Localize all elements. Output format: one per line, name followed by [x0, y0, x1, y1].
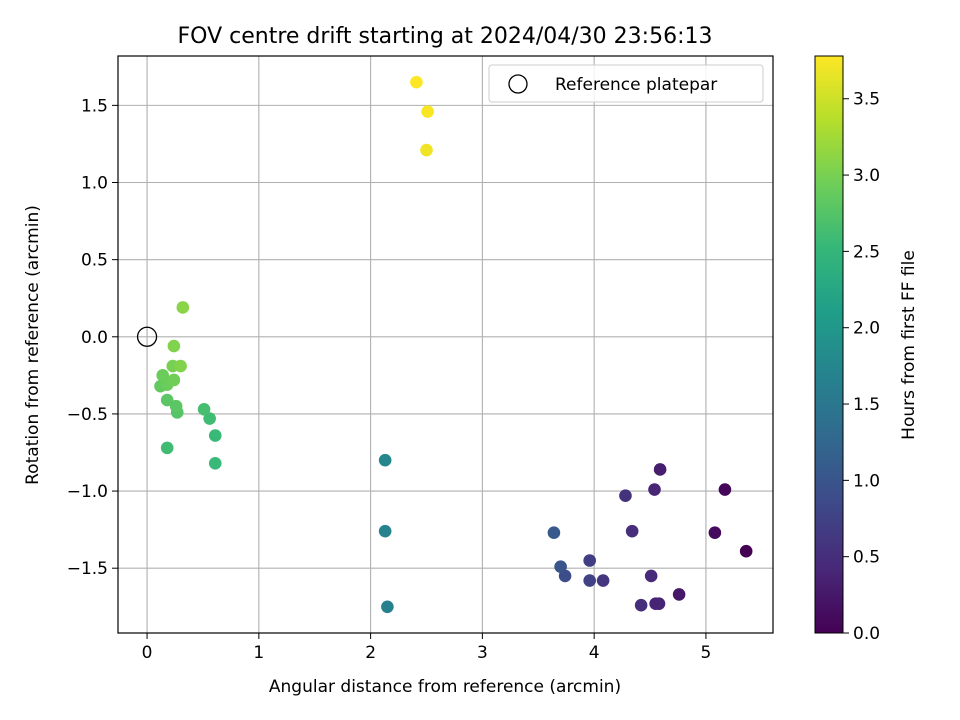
legend-label: Reference platepar [555, 75, 717, 95]
colorbar-tick-label: 3.5 [853, 90, 880, 110]
data-point [420, 143, 433, 157]
colorbar-ticks: 0.0 0.5 1.0 1.5 2.0 2.5 3.0 3.5 [843, 90, 880, 644]
y-axis: −1.5 −1.0 −0.5 0.0 0.5 1.0 1.5 [67, 96, 118, 579]
data-point [169, 399, 183, 413]
data-point [381, 600, 394, 614]
data-point [167, 339, 181, 353]
data-point [421, 105, 434, 118]
data-point [547, 526, 561, 540]
reference-marker [136, 326, 158, 347]
data-point [596, 574, 610, 587]
plot-frame [117, 55, 774, 634]
y-tick-label: 0.5 [81, 251, 108, 271]
data-point [208, 429, 222, 442]
data-point [634, 598, 648, 612]
x-tick-label: 1 [253, 643, 264, 663]
data-point [708, 526, 722, 540]
data-point [174, 359, 187, 373]
legend-box [488, 64, 764, 103]
colorbar-tick-label: 3.0 [853, 166, 880, 186]
data-point [672, 588, 686, 601]
legend: Reference platepar [488, 64, 764, 103]
x-tick-label: 5 [701, 643, 712, 663]
chart-title: FOV centre drift starting at 2024/04/30 … [178, 24, 713, 49]
data-point [160, 393, 174, 407]
y-tick-label: −0.5 [67, 405, 108, 425]
data-point [648, 483, 661, 496]
x-axis: 0 1 2 3 4 5 [142, 633, 712, 663]
y-tick-label: −1.5 [67, 559, 108, 579]
data-point [554, 560, 567, 573]
data-point [160, 441, 174, 455]
data-point [167, 373, 181, 387]
colorbar-tick-label: 1.0 [853, 471, 880, 491]
x-axis-label: Angular distance from reference (arcmin) [269, 677, 621, 697]
data-point [649, 597, 662, 610]
grid-lines [118, 56, 773, 633]
colorbar-tick-label: 1.5 [853, 395, 880, 415]
colorbar-tick-label: 2.0 [853, 319, 880, 339]
y-axis-label: Rotation from reference (arcmin) [23, 205, 43, 485]
data-point [583, 574, 596, 587]
legend-marker [508, 74, 528, 94]
data-point [203, 412, 216, 425]
colorbar-label: Hours from first FF file [899, 250, 919, 440]
colorbar-tick-label: 0.5 [853, 548, 880, 568]
colorbar: 0.0 0.5 1.0 1.5 2.0 2.5 3.0 3.5 Hours from firs… [814, 55, 919, 644]
colorbar-gradient [814, 55, 844, 634]
y-tick-label: −1.0 [67, 482, 108, 502]
x-tick-label: 2 [365, 643, 376, 663]
data-point [208, 456, 222, 470]
data-point [378, 453, 392, 467]
data-point [378, 524, 392, 538]
data-point [625, 524, 639, 538]
data-point [739, 544, 753, 558]
x-tick-label: 0 [142, 643, 153, 663]
reference-point [136, 326, 158, 347]
y-tick-label: 1.0 [81, 174, 108, 194]
data-point [619, 489, 632, 502]
data-point [176, 301, 190, 314]
data-points [154, 75, 753, 614]
data-point [410, 75, 423, 89]
y-tick-label: 0.0 [81, 328, 108, 348]
data-point [653, 463, 667, 476]
x-tick-label: 3 [477, 643, 488, 663]
data-point [156, 369, 170, 382]
colorbar-tick-label: 0.0 [853, 624, 880, 644]
colorbar-tick-label: 2.5 [853, 242, 880, 262]
data-point [583, 554, 596, 567]
data-point [197, 402, 211, 416]
x-tick-label: 4 [589, 643, 600, 663]
data-point [718, 483, 732, 496]
data-point [644, 569, 658, 583]
y-tick-label: 1.5 [81, 96, 108, 116]
